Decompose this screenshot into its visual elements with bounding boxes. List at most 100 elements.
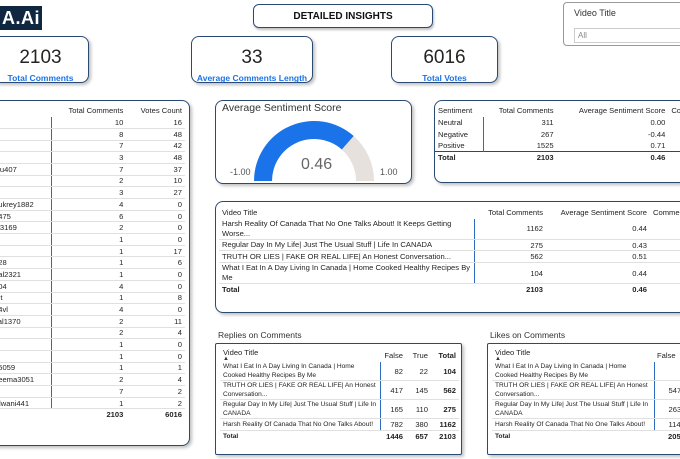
- table-row[interactable]: 52816: [0, 256, 185, 270]
- table-row[interactable]: TRUTH OR LIES | FAKE OR REAL LIFE| An Ho…: [220, 380, 459, 400]
- column-header[interactable]: Total Comments: [488, 208, 543, 218]
- user-name-cell: [0, 175, 52, 188]
- table-row[interactable]: pal232110: [0, 268, 185, 281]
- total-comments-cell: 2: [51, 315, 127, 328]
- avg-sentiment-cell: 0.43: [546, 239, 650, 252]
- sort-ascending-icon[interactable]: ▲: [223, 356, 229, 362]
- avg-sentiment-cell: -0.44: [648, 129, 666, 139]
- table-row[interactable]: Negative 267 -0.44: [435, 128, 680, 141]
- column-header[interactable]: Total Comments: [498, 106, 554, 116]
- total-comments-value: 2103: [51, 408, 127, 421]
- table-row[interactable]: d4vl40: [0, 303, 185, 316]
- total-count-cell: 275: [431, 399, 459, 419]
- user-name-cell: [0, 151, 52, 164]
- table-row[interactable]: a47560: [0, 210, 185, 223]
- table-row[interactable]: 70440: [0, 280, 185, 293]
- table-row[interactable]: 2 10: [0, 175, 185, 188]
- table-row[interactable]: 10 16: [0, 116, 185, 129]
- grand-total-value: 2103: [431, 429, 459, 442]
- column-header[interactable]: Com: [671, 106, 680, 116]
- sentiment-cell: Positive: [435, 140, 484, 152]
- column-header[interactable]: Votes Count: [140, 106, 182, 116]
- table-cell: [668, 117, 680, 129]
- votes-count-cell: 0: [126, 198, 185, 211]
- table-row[interactable]: 1 17: [0, 245, 185, 258]
- table-row[interactable]: TRUTH OR LIES | FAKE OR REAL LIFE| An Ho…: [219, 250, 680, 264]
- total-comments-cell: 1162: [474, 218, 546, 240]
- total-comments-cell: 104: [474, 262, 546, 285]
- users-table-grid: Total Comments Votes Count 1016848874234…: [0, 105, 185, 421]
- user-name-cell: [0, 350, 52, 363]
- column-header[interactable]: False: [657, 350, 676, 360]
- column-header[interactable]: Total: [438, 350, 456, 360]
- kpi-label: Total Comments: [7, 73, 74, 83]
- table-row[interactable]: 8 48: [0, 128, 185, 141]
- true-count-cell: 380: [406, 418, 431, 431]
- column-header[interactable]: Average Sentiment Score: [560, 208, 647, 218]
- table-row[interactable]: gi316920: [0, 221, 185, 235]
- table-row[interactable]: Regular Day In My Life| Just The Usual S…: [492, 399, 680, 419]
- votes-count-cell: 4: [126, 327, 185, 340]
- user-name-cell: [0, 116, 52, 129]
- column-header[interactable]: Comme: [653, 208, 680, 218]
- replies-table[interactable]: Video Title ▲ False True Total What I Eat…: [215, 343, 462, 455]
- table-row[interactable]: 3 27: [0, 186, 185, 199]
- table-cell: [650, 239, 680, 252]
- sort-ascending-icon[interactable]: ▲: [495, 356, 501, 362]
- table-row[interactable]: 3 48: [0, 151, 185, 164]
- table-row[interactable]: hukrey188240: [0, 198, 185, 211]
- column-header[interactable]: Average Sentiment Score: [578, 106, 666, 116]
- table-row[interactable]: Harsh Reality Of Canada That No One Talk…: [220, 418, 459, 431]
- total-comments-cell: 562: [474, 250, 546, 264]
- total-row: Total 2103 0.46: [435, 151, 680, 164]
- total-comments-cell: 7: [51, 385, 127, 398]
- table-row[interactable]: a505911: [0, 362, 185, 375]
- table-row[interactable]: Harsh Reality Of Canada That No One Talk…: [492, 418, 680, 431]
- video-title-cell: Harsh Reality Of Canada That No One Talk…: [219, 218, 475, 240]
- table-row[interactable]: Positive 1525 0.71: [435, 140, 680, 152]
- table-row[interactable]: TRUTH OR LIES | FAKE OR REAL LIFE| An Ho…: [492, 380, 680, 400]
- sentiment-table[interactable]: Sentiment Total Comments Average Sentime…: [434, 100, 680, 183]
- slicer-dropdown[interactable]: All: [574, 28, 680, 43]
- column-header[interactable]: False: [384, 350, 403, 360]
- video-title-slicer[interactable]: Video Title All: [563, 2, 680, 46]
- user-name-cell: 8: [0, 140, 52, 153]
- table-row[interactable]: olu407737: [0, 163, 185, 176]
- table-row[interactable]: Harsh Reality Of Canada That No One Talk…: [219, 218, 680, 240]
- likes-table[interactable]: Video Title ▲ False What I Eat In A Day L…: [487, 343, 680, 455]
- table-cell: [650, 283, 680, 296]
- table-row[interactable]: rdwani44112: [0, 397, 185, 410]
- total-row: Total2059: [492, 429, 680, 442]
- total-comments-cell: 7: [51, 140, 127, 153]
- table-row[interactable]: What I Eat In A Day Living In Canada | H…: [492, 362, 680, 381]
- sentiment-cell: Negative: [435, 128, 484, 141]
- column-header[interactable]: Total Comments: [68, 106, 124, 116]
- table-row[interactable]: Regular Day In My Life| Just The Usual S…: [220, 399, 459, 419]
- avg-sentiment-cell: 0.00: [650, 118, 666, 128]
- table-row[interactable]: Neutral 311 0.00: [435, 116, 680, 129]
- column-header[interactable]: Sentiment: [438, 106, 473, 116]
- video-table[interactable]: Video Title Total Comments Average Senti…: [215, 201, 680, 313]
- table-row[interactable]: mt18: [0, 292, 185, 305]
- votes-count-cell: 37: [126, 163, 185, 176]
- table-row[interactable]: heema305124: [0, 373, 185, 386]
- column-header[interactable]: Video Title ▲: [492, 348, 654, 362]
- column-header[interactable]: Video Title: [222, 208, 258, 218]
- users-table[interactable]: Total Comments Votes Count 1016848874234…: [0, 100, 190, 446]
- column-header[interactable]: Video Title ▲: [220, 348, 380, 362]
- kpi-total-votes: 6016 Total Votes: [391, 36, 498, 83]
- table-row[interactable]: val1370211: [0, 315, 185, 328]
- total-comments-cell: 1: [51, 350, 127, 363]
- sentiment-table-grid: Sentiment Total Comments Average Sentime…: [435, 105, 680, 164]
- column-header[interactable]: True: [412, 350, 428, 360]
- table-row[interactable]: Regular Day In My Life| Just The Usual S…: [219, 239, 680, 252]
- video-title-cell: TRUTH OR LIES | FAKE OR REAL LIFE| An Ho…: [219, 250, 475, 264]
- table-row[interactable]: What I Eat In A Day Living In Canada | H…: [220, 362, 459, 381]
- table-row[interactable]: What I Eat In A Day Living In Canada | H…: [219, 262, 680, 285]
